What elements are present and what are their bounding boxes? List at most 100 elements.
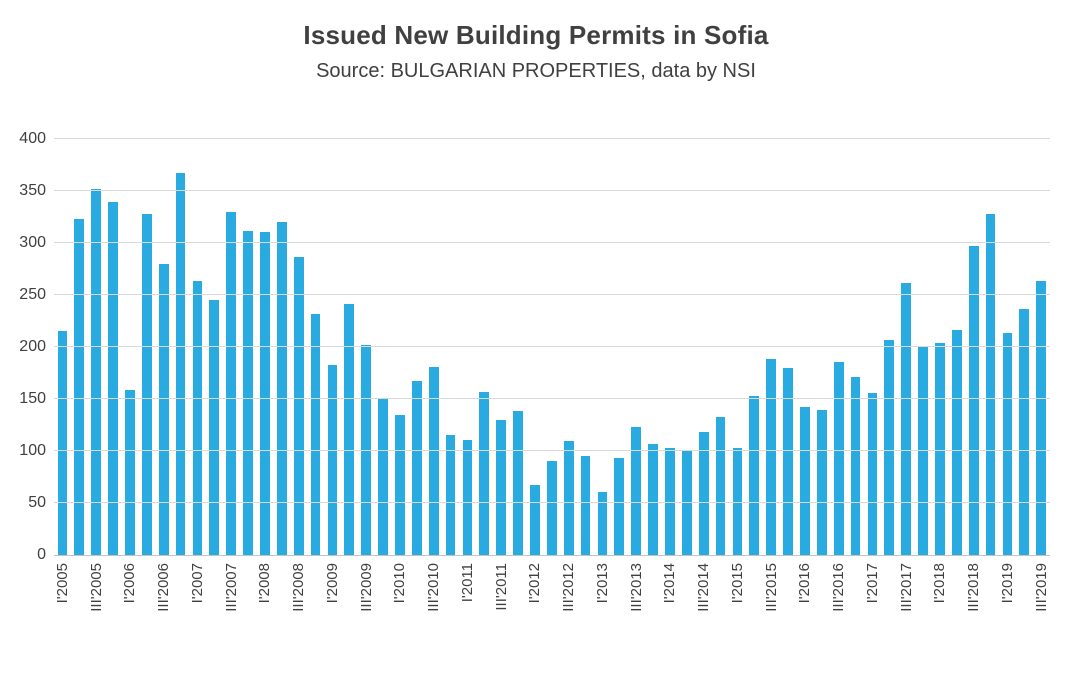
bar-slot — [375, 139, 392, 555]
x-tick-slot — [510, 563, 527, 645]
x-tick-slot — [678, 563, 695, 645]
x-tick-slot: III'2015 — [763, 563, 780, 645]
x-tick-label-III'2018: III'2018 — [965, 563, 983, 612]
bar-III'2015 — [766, 359, 777, 555]
x-tick-label-I'2014: I'2014 — [661, 563, 679, 604]
bar-II'2006 — [141, 213, 152, 555]
bar-slot — [1033, 139, 1050, 555]
x-tick-label-I'2008: I'2008 — [256, 563, 274, 604]
bar-slot — [341, 139, 358, 555]
x-tick-slot: I'2005 — [54, 563, 71, 645]
bar-III'2005 — [91, 188, 102, 555]
x-tick-slot: III'2013 — [628, 563, 645, 645]
x-tick-slot — [577, 563, 594, 645]
x-tick-label-III'2005: III'2005 — [87, 563, 105, 612]
bar-slot — [442, 139, 459, 555]
x-tick-slot: I'2018 — [931, 563, 949, 645]
x-tick-slot: I'2019 — [999, 563, 1016, 645]
bar-slot — [999, 139, 1016, 555]
gridline-50 — [54, 502, 1050, 503]
bar-slot — [678, 139, 695, 555]
x-tick-slot — [1016, 563, 1033, 645]
bar-slot — [392, 139, 409, 555]
bar-slot — [560, 139, 577, 555]
x-tick-label-I'2012: I'2012 — [526, 563, 544, 604]
bar-IV'2016 — [850, 377, 861, 555]
y-tick-label-100: 100 — [19, 442, 46, 459]
bar-II'2014 — [681, 451, 692, 555]
bar-slot — [813, 139, 830, 555]
x-tick-label-III'2013: III'2013 — [627, 563, 645, 612]
bar-slot — [273, 139, 290, 555]
bar-slot — [594, 139, 611, 555]
bar-II'2008 — [276, 222, 287, 555]
bar-I'2019 — [1002, 333, 1013, 555]
bar-III'2011 — [496, 419, 507, 555]
bar-slot — [510, 139, 527, 555]
x-tick-slot — [915, 563, 932, 645]
bar-III'2008 — [293, 256, 304, 555]
bar-I'2009 — [327, 364, 338, 555]
x-tick-slot — [881, 563, 898, 645]
bar-II'2012 — [546, 461, 557, 555]
y-tick-label-0: 0 — [37, 546, 46, 563]
bar-slot — [982, 139, 999, 555]
x-tick-slot: III'2019 — [1033, 563, 1050, 645]
bar-slot — [915, 139, 932, 555]
bar-IV'2012 — [580, 456, 591, 555]
bar-III'2018 — [968, 246, 979, 555]
x-tick-label-III'2008: III'2008 — [290, 563, 308, 612]
bar-I'2015 — [732, 447, 743, 555]
x-tick-label-III'2009: III'2009 — [357, 563, 375, 612]
x-tick-label-I'2018: I'2018 — [931, 563, 949, 604]
bar-slot — [746, 139, 763, 555]
bar-slot — [898, 139, 915, 555]
x-tick-slot — [240, 563, 257, 645]
bar-I'2006 — [125, 389, 135, 555]
x-tick-slot: I'2014 — [661, 563, 679, 645]
bar-III'2013 — [631, 427, 642, 555]
x-tick-label-III'2015: III'2015 — [762, 563, 780, 612]
x-tick-label-I'2011: I'2011 — [458, 563, 476, 603]
bar-I'2012 — [530, 485, 540, 555]
x-tick-slot — [273, 563, 290, 645]
bar-slot — [105, 139, 122, 555]
bar-II'2013 — [614, 458, 625, 555]
x-tick-slot: I'2009 — [324, 563, 341, 645]
bar-slot — [476, 139, 493, 555]
bars-container — [54, 139, 1050, 555]
bar-slot — [307, 139, 324, 555]
y-tick-label-200: 200 — [19, 338, 46, 355]
x-tick-slot — [476, 563, 493, 645]
chart-area: 0 50 100 150 200 250 300 350 400 I'2005 III'2005 I… — [8, 130, 1050, 645]
bar-slot — [240, 139, 257, 555]
chart-subtitle: Source: BULGARIAN PROPERTIES, data by NS… — [316, 60, 756, 82]
bar-II'2011 — [479, 391, 490, 555]
gridline-150 — [54, 398, 1050, 399]
bar-III'2019 — [1036, 281, 1047, 555]
bar-III'2014 — [698, 432, 709, 555]
plot-area — [54, 138, 1050, 556]
x-tick-label-I'2017: I'2017 — [863, 563, 881, 604]
bar-I'2018 — [935, 342, 945, 555]
x-tick-slot: III'2017 — [898, 563, 915, 645]
x-tick-slot: I'2012 — [526, 563, 544, 645]
bar-slot — [88, 139, 105, 555]
x-tick-slot: III'2007 — [223, 563, 240, 645]
bar-III'2016 — [833, 361, 844, 555]
bar-slot — [965, 139, 982, 555]
bar-slot — [729, 139, 746, 555]
bar-III'2010 — [428, 366, 439, 555]
chart-title: Issued New Building Permits in Sofia — [303, 20, 769, 50]
x-tick-slot: III'2016 — [830, 563, 847, 645]
x-tick-slot: III'2006 — [155, 563, 172, 645]
x-tick-slot — [948, 563, 965, 645]
x-tick-label-III'2014: III'2014 — [695, 563, 713, 612]
y-tick-label-300: 300 — [19, 234, 46, 251]
bar-I'2005 — [57, 331, 68, 555]
bar-III'2017 — [901, 282, 912, 555]
x-tick-slot — [780, 563, 797, 645]
bar-slot — [358, 139, 375, 555]
bar-slot — [864, 139, 881, 555]
